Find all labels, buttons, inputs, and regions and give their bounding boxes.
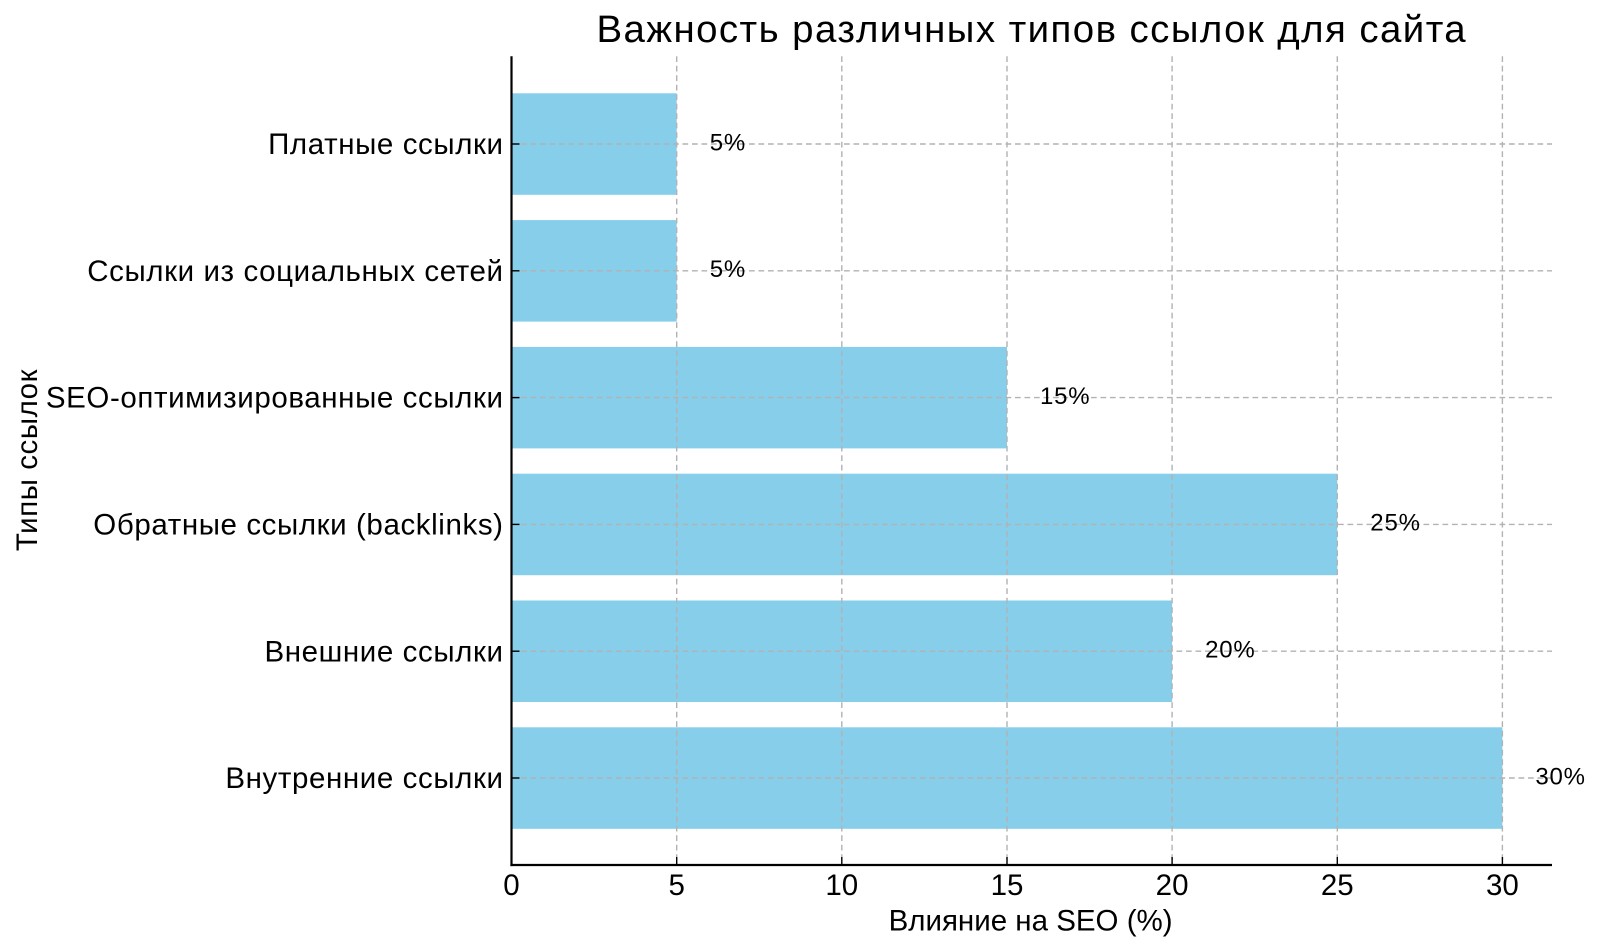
svg-text:10: 10 <box>825 869 858 902</box>
svg-text:20%: 20% <box>1205 637 1255 664</box>
svg-text:Влияние на SEO (%): Влияние на SEO (%) <box>889 905 1173 938</box>
svg-text:15%: 15% <box>1040 383 1090 410</box>
svg-text:0: 0 <box>503 869 519 902</box>
svg-text:20: 20 <box>1156 869 1189 902</box>
svg-text:Платные ссылки: Платные ссылки <box>268 128 503 161</box>
svg-text:Важность различных типов ссыло: Важность различных типов ссылок для сайт… <box>596 8 1467 51</box>
svg-text:Внешние ссылки: Внешние ссылки <box>264 635 503 668</box>
svg-text:15: 15 <box>991 869 1024 902</box>
svg-text:25%: 25% <box>1370 510 1420 537</box>
svg-text:Обратные ссылки (backlinks): Обратные ссылки (backlinks) <box>93 509 503 542</box>
svg-text:Внутренние ссылки: Внутренние ссылки <box>225 762 503 795</box>
svg-text:30: 30 <box>1486 869 1519 902</box>
svg-text:SEO-оптимизированные ссылки: SEO-оптимизированные ссылки <box>46 382 504 415</box>
svg-text:5%: 5% <box>710 256 746 283</box>
svg-text:5%: 5% <box>710 129 746 156</box>
svg-text:25: 25 <box>1321 869 1354 902</box>
svg-text:Типы ссылок: Типы ссылок <box>11 368 44 551</box>
svg-text:30%: 30% <box>1535 763 1585 790</box>
svg-text:Ссылки из социальных сетей: Ссылки из социальных сетей <box>87 255 503 288</box>
svg-text:5: 5 <box>668 869 684 902</box>
